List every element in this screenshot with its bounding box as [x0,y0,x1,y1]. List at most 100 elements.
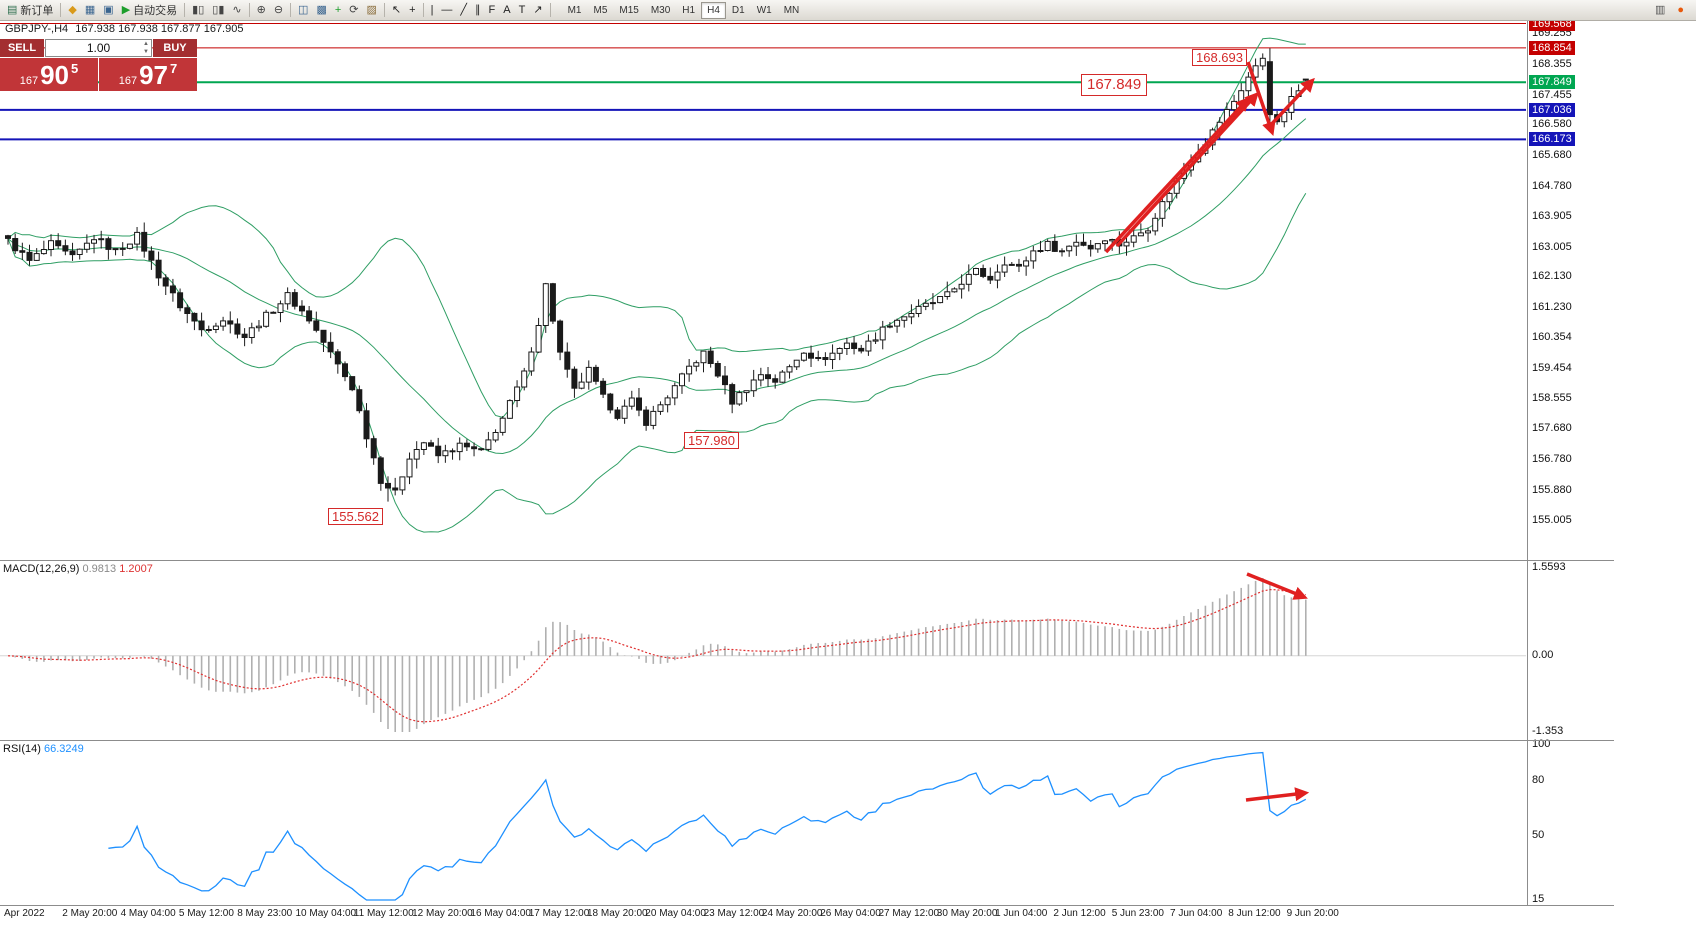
price-annotation[interactable]: 167.849 [1081,74,1148,96]
community-alert-icon[interactable]: ● [1673,2,1688,19]
time-axis[interactable]: Apr 2022 2 May 20:00 4 May 04:00 5 May 12:0… [0,905,1614,923]
new-chart-icon[interactable]: + [331,2,345,19]
rsi-label: RSI(14) 66.3249 [3,743,84,755]
macd-label: MACD(12,26,9) 0.9813 1.2007 [3,563,153,575]
fibonacci-icon: F [488,3,496,16]
shapes-icon[interactable]: ↗ [529,2,546,19]
macd-signal-value: 1.2007 [119,563,153,575]
tf-button-m30[interactable]: M30 [645,2,676,19]
macd-panel[interactable]: MACD(12,26,9) 0.9813 1.2007 [0,560,1526,740]
fibonacci-icon[interactable]: F [485,2,500,19]
favorites-icon[interactable]: ◆ [64,2,80,19]
ask-big-digits: 97 [139,59,169,90]
tf-button-mn[interactable]: MN [778,2,806,19]
sell-button[interactable]: SELL [0,39,44,57]
time-label: 23 May 12:00 [703,908,765,919]
line-chart-icon[interactable]: ∿ [228,2,245,19]
time-label: Apr 2022 [4,908,45,919]
period-icon[interactable]: ⟳ [345,2,362,19]
price-tick: 159.454 [1532,361,1572,374]
panel-separator[interactable] [0,905,1614,906]
new-order-button-label: 新订单 [20,5,54,17]
ask-prefix: 167 [118,75,138,87]
trendline-icon[interactable]: ╱ [456,2,471,19]
macd-canvas[interactable] [0,560,1526,740]
sell-price-panel[interactable]: 167 90 5 [0,58,98,91]
chart-grid-icon[interactable]: ▥ [1651,2,1669,19]
toolbar-separator [290,3,292,17]
navigator-icon[interactable]: ▣ [99,2,117,19]
buy-price-panel[interactable]: 167 97 7 [99,58,197,91]
shapes-icon: ↗ [533,3,543,16]
new-order-button[interactable]: ▤ 新订单 [3,2,57,19]
tf-button-w1[interactable]: W1 [751,2,778,19]
volume-spinner[interactable]: ▲ ▼ [143,41,149,55]
zoom-in-icon: ⊕ [256,3,266,16]
market-watch-icon[interactable]: ▦ [81,2,99,19]
tf-button-h1[interactable]: H1 [676,2,701,19]
price-annotation[interactable]: 157.980 [684,432,739,449]
tf-button-h4[interactable]: H4 [701,1,726,19]
price-annotation[interactable]: 168.693 [1192,49,1247,66]
autotrade-button[interactable]: ▶ 自动交易 [118,2,181,19]
panel-separator[interactable] [0,740,1614,741]
spinner-down-icon[interactable]: ▼ [143,49,149,55]
price-tag: 167.036 [1529,102,1575,117]
time-label: 12 May 20:00 [412,908,473,919]
toolbar-separator [422,3,424,17]
bar-chart-icon[interactable]: ▮▯ [188,2,208,19]
tile-windows-icon[interactable]: ◫ [294,2,312,19]
panel-separator[interactable] [0,560,1614,561]
chart-grid-icon: ▥ [1654,3,1666,16]
label-icon: T [518,3,526,16]
price-tick: 168.355 [1532,57,1572,70]
vertical-line-icon[interactable]: | [427,2,438,19]
community-alert-icon: ● [1677,3,1684,16]
period-icon: ⟳ [349,3,359,16]
price-annotation[interactable]: 155.562 [328,508,383,525]
price-tag: 168.854 [1529,40,1575,55]
tf-button-d1[interactable]: D1 [726,2,751,19]
horizontal-line-icon[interactable]: — [437,2,456,19]
price-tick: 165.680 [1532,149,1572,162]
price-chart-canvas[interactable] [0,19,1526,560]
label-icon[interactable]: T [515,2,530,19]
time-label: 24 May 20:00 [761,908,823,919]
autotrade-icon: ▶ [121,3,131,16]
zoom-out-icon[interactable]: ⊖ [270,2,287,19]
time-label: 4 May 04:00 [120,908,176,919]
cascade-windows-icon[interactable]: ▩ [312,2,330,19]
rsi-panel[interactable]: RSI(14) 66.3249 [0,740,1526,905]
template-icon[interactable]: ▨ [363,2,381,19]
price-tick: 162.130 [1532,270,1572,283]
price-tick: 157.680 [1532,422,1572,435]
rsi-canvas[interactable] [0,740,1526,905]
crosshair-icon[interactable]: + [405,2,419,19]
cursor-icon[interactable]: ↖ [388,2,405,19]
candlestick-chart-icon[interactable]: ▯▮ [208,2,228,19]
buy-button[interactable]: BUY [153,39,197,57]
time-label: 26 May 04:00 [820,908,881,919]
channel-icon[interactable]: ∥ [471,2,485,19]
time-label: 20 May 04:00 [645,908,706,919]
volume-field[interactable]: 1.00 ▲ ▼ [45,39,152,57]
price-scale[interactable]: 169.255 168.355 167.455 166.580 165.680 164.7… [1527,16,1614,905]
text-icon[interactable]: A [499,2,514,19]
template-icon: ▨ [366,3,377,16]
navigator-icon: ▣ [103,3,114,16]
price-tick: 164.780 [1532,179,1572,192]
price-chart-panel[interactable] [0,19,1526,560]
tile-windows-icon: ◫ [298,3,309,16]
macd-axis-label: 0.00 [1532,648,1554,661]
time-label: 16 May 04:00 [470,908,531,919]
spinner-up-icon[interactable]: ▲ [143,41,149,47]
time-label: 30 May 20:00 [936,908,998,919]
zoom-in-icon[interactable]: ⊕ [253,2,270,19]
crosshair-icon: + [409,3,416,16]
tf-button-m5[interactable]: M5 [587,2,613,19]
horizontal-line-icon: — [441,3,453,16]
tf-button-m1[interactable]: M1 [562,2,588,19]
trendline-icon: ╱ [460,3,468,16]
tf-button-m15[interactable]: M15 [613,2,644,19]
rsi-name: RSI(14) [3,743,41,755]
